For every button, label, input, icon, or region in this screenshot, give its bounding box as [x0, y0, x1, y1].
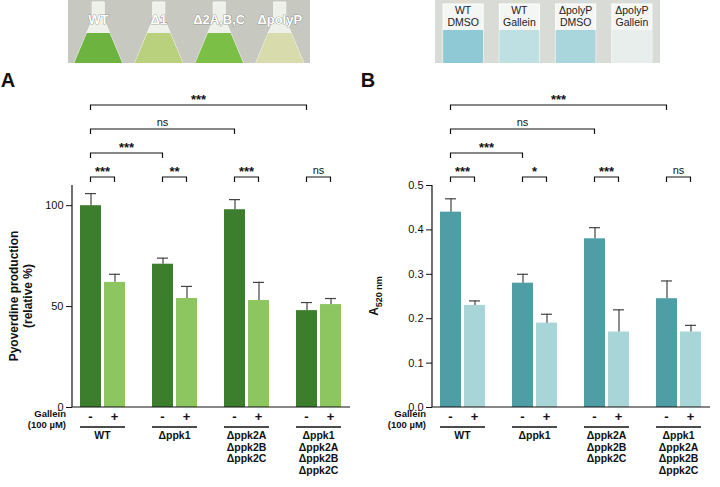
- svg-text:0.4: 0.4: [408, 223, 423, 235]
- svg-text:ns: ns: [517, 116, 529, 128]
- svg-text:0.2: 0.2: [408, 312, 423, 324]
- svg-text:Δ1: Δ1: [150, 12, 167, 27]
- svg-text:-: -: [520, 409, 524, 424]
- svg-text:B: B: [361, 69, 375, 91]
- svg-text:WTGallein: WTGallein: [503, 4, 536, 28]
- svg-text:ΔpolyPDMSO: ΔpolyPDMSO: [559, 4, 592, 28]
- svg-text:-: -: [304, 409, 308, 424]
- svg-text:Gallein(100 µM): Gallein(100 µM): [388, 408, 426, 430]
- svg-text:ΔpolyPGallein: ΔpolyPGallein: [615, 4, 648, 28]
- svg-text:0.1: 0.1: [408, 357, 423, 369]
- svg-text:***: ***: [479, 140, 495, 155]
- svg-text:50: 50: [51, 300, 63, 312]
- svg-text:+: +: [687, 409, 695, 424]
- svg-text:*: *: [532, 164, 538, 179]
- svg-text:100: 100: [45, 199, 63, 211]
- svg-text:-: -: [664, 409, 668, 424]
- svg-text:***: ***: [455, 164, 471, 179]
- svg-text:***: ***: [119, 140, 135, 155]
- svg-text:Δppk1: Δppk1: [518, 429, 550, 441]
- svg-text:0.5: 0.5: [408, 179, 423, 191]
- svg-text:-: -: [88, 409, 92, 424]
- svg-text:+: +: [615, 409, 623, 424]
- svg-text:-: -: [592, 409, 596, 424]
- svg-text:Δppk2AΔppk2BΔppk2C: Δppk2AΔppk2BΔppk2C: [227, 429, 267, 464]
- svg-text:-: -: [448, 409, 452, 424]
- svg-text:+: +: [471, 409, 479, 424]
- svg-text:Δppk1Δppk2AΔppk2BΔppk2C: Δppk1Δppk2AΔppk2BΔppk2C: [299, 429, 339, 476]
- svg-text:+: +: [111, 409, 119, 424]
- svg-text:***: ***: [95, 164, 111, 179]
- svg-text:+: +: [183, 409, 191, 424]
- svg-text:ΔpolyP: ΔpolyP: [257, 12, 302, 27]
- svg-text:+: +: [255, 409, 263, 424]
- svg-text:+: +: [327, 409, 335, 424]
- svg-text:Δppk1: Δppk1: [158, 429, 190, 441]
- svg-text:-: -: [232, 409, 236, 424]
- svg-text:Δppk2AΔppk2BΔppk2C: Δppk2AΔppk2BΔppk2C: [587, 429, 627, 464]
- svg-text:WTDMSO: WTDMSO: [447, 4, 479, 28]
- svg-text:WT: WT: [94, 429, 111, 441]
- svg-text:WT: WT: [88, 12, 108, 27]
- svg-text:Δppk1Δppk2AΔppk2BΔppk2C: Δppk1Δppk2AΔppk2BΔppk2C: [659, 429, 699, 476]
- svg-text:ns: ns: [673, 164, 685, 176]
- svg-text:WT: WT: [454, 429, 471, 441]
- svg-text:-: -: [160, 409, 164, 424]
- svg-text:A: A: [1, 69, 15, 91]
- svg-text:A520 nm: A520 nm: [367, 276, 384, 316]
- svg-text:**: **: [169, 164, 180, 179]
- svg-text:+: +: [543, 409, 551, 424]
- svg-text:0.3: 0.3: [408, 268, 423, 280]
- svg-text:Δ2A,B,C: Δ2A,B,C: [193, 12, 246, 27]
- svg-text:***: ***: [239, 164, 255, 179]
- svg-text:***: ***: [599, 164, 615, 179]
- svg-text:ns: ns: [157, 116, 169, 128]
- svg-text:Gallein(100 µM): Gallein(100 µM): [28, 408, 66, 430]
- svg-text:***: ***: [551, 92, 567, 107]
- svg-text:***: ***: [191, 92, 207, 107]
- svg-text:ns: ns: [313, 164, 325, 176]
- svg-text:Pyoverdine production(relative: Pyoverdine production(relative %): [7, 231, 35, 362]
